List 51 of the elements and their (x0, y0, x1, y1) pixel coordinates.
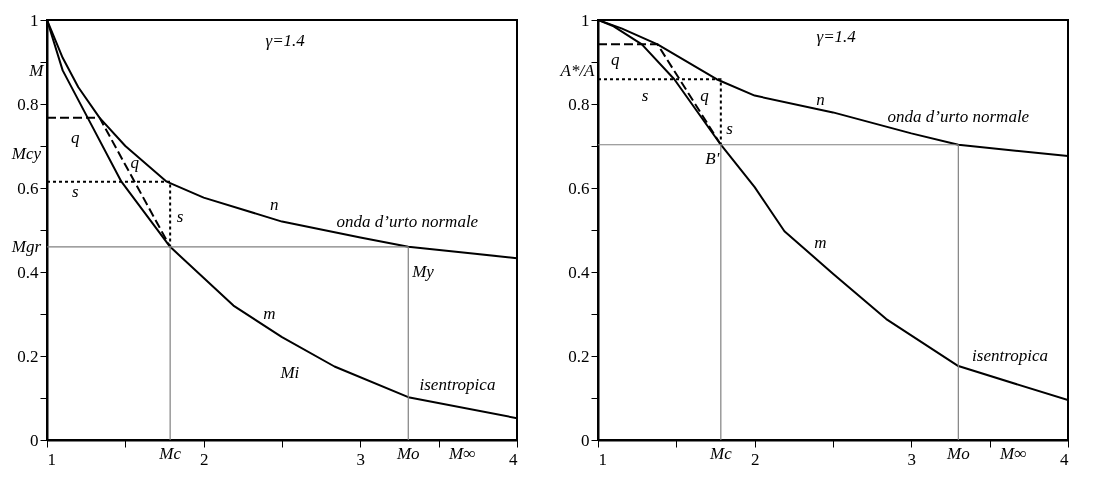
x-tick-label: 3 (907, 449, 917, 469)
annotation: q (700, 85, 710, 105)
annotation: Mc (708, 444, 733, 463)
x-tick-label: 1 (47, 449, 56, 469)
y-axis-title: M (28, 60, 45, 80)
y-tick-label: 0 (581, 430, 590, 450)
y-tick-label: 1 (581, 10, 590, 30)
y-tick-label: 0 (30, 430, 39, 450)
y-tick-label: 1 (30, 10, 39, 30)
x-tick-label: 4 (1060, 449, 1069, 469)
annotation: My (411, 262, 435, 281)
y-tick-label: 0.8 (17, 94, 39, 114)
y-tick-label: 0.4 (17, 262, 39, 282)
annotation: onda d’urto normale (887, 106, 1030, 126)
text: M∞ (448, 444, 476, 463)
annotation: γ=1.4 (265, 31, 306, 50)
annotation: Mc (158, 444, 182, 463)
annotation: Mo (946, 444, 970, 463)
annotation: γ=1.4 (816, 26, 857, 46)
y-tick-label: 0.4 (568, 262, 590, 282)
x-tick-label: 4 (509, 449, 518, 469)
annotation: q (610, 49, 620, 69)
y-tick-label: 0.2 (568, 346, 590, 366)
text: M∞ (999, 444, 1027, 463)
y-tick-label: 0.6 (568, 178, 590, 198)
x-tick-label: 3 (356, 449, 366, 469)
annotation: B' (705, 148, 720, 168)
annotation: s (641, 85, 649, 105)
annotation: Mgr (10, 236, 42, 256)
annotation: onda d’urto normale (336, 211, 479, 231)
annotation: Mo (395, 444, 420, 463)
text: Mcy (10, 144, 42, 164)
x-tick-label: 2 (199, 449, 209, 469)
annotation: s (726, 119, 734, 139)
x-tick-label: 1 (598, 449, 607, 469)
annotation: isentropica (419, 375, 496, 395)
annotation: q (130, 152, 140, 172)
annotation: s (176, 207, 184, 227)
y-tick-label: 0.2 (17, 346, 39, 366)
annotation: s (71, 182, 79, 202)
annotation: q (70, 127, 80, 147)
x-tick-label: 2 (750, 449, 760, 469)
annotation: Mi (279, 362, 300, 382)
y-axis-title: A*/A (559, 60, 596, 80)
annotation: m (263, 304, 276, 323)
y-tick-label: 0.6 (17, 178, 39, 198)
annotation: n (816, 89, 825, 109)
annotation: n (269, 194, 279, 214)
y-tick-label: 0.8 (568, 94, 590, 114)
annotation: isentropica (972, 346, 1048, 365)
annotation: m (814, 232, 827, 252)
